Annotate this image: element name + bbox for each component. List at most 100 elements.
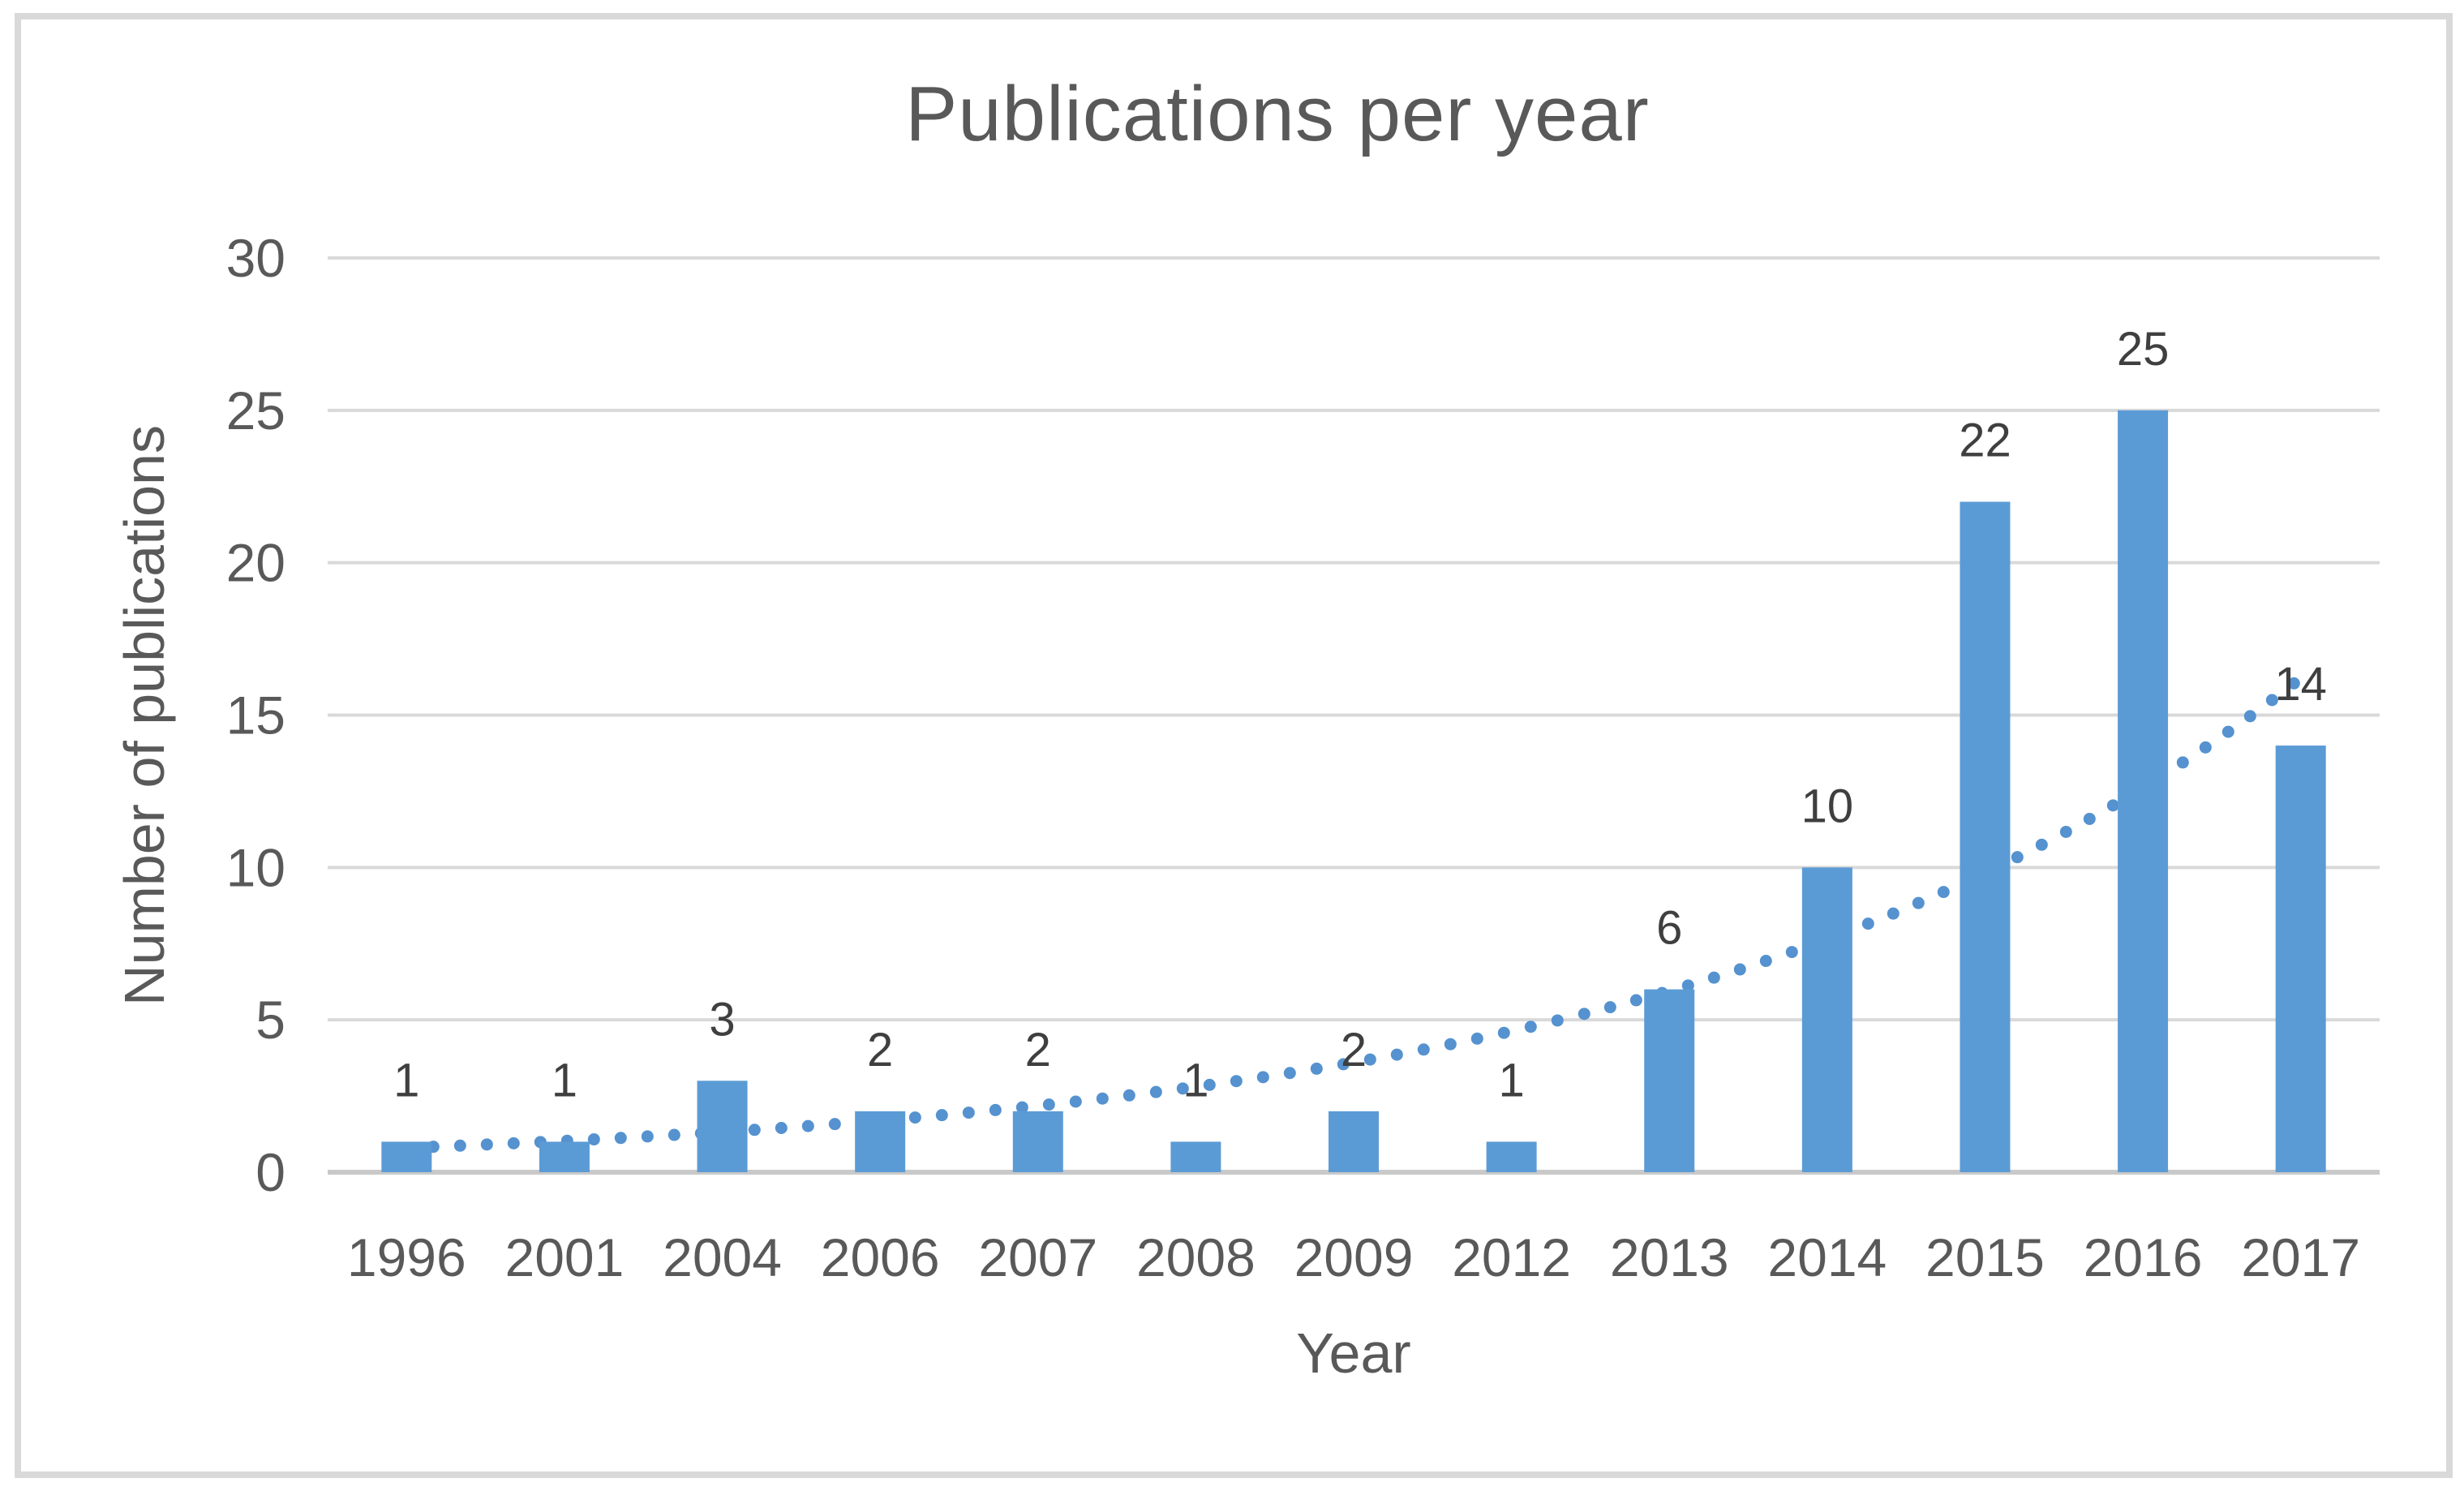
trendline-dot bbox=[2106, 799, 2119, 812]
x-tick-label: 2016 bbox=[2084, 1227, 2203, 1287]
trendline-dot bbox=[587, 1133, 600, 1146]
trendline-dot bbox=[1444, 1038, 1457, 1051]
x-tick-label: 2008 bbox=[1136, 1227, 1256, 1287]
trendline-dot bbox=[1785, 946, 1798, 959]
trendline-dot bbox=[1497, 1026, 1510, 1039]
y-tick-label: 0 bbox=[255, 1142, 285, 1202]
bar bbox=[2118, 410, 2169, 1172]
trendline-dot bbox=[2199, 741, 2212, 754]
trendline-dot bbox=[480, 1138, 493, 1151]
trendline-dot bbox=[2176, 756, 2189, 769]
x-tick-label: 2015 bbox=[1925, 1227, 2045, 1287]
bar bbox=[381, 1141, 432, 1172]
trendline-dot bbox=[1176, 1082, 1189, 1095]
trendline-dot bbox=[1149, 1085, 1162, 1098]
x-tick-label: 2013 bbox=[1610, 1227, 1729, 1287]
x-tick-label: 2014 bbox=[1767, 1227, 1887, 1287]
trendline-dot bbox=[1551, 1014, 1564, 1027]
data-label: 6 bbox=[1656, 902, 1682, 955]
trendline-dot bbox=[1937, 886, 1950, 899]
bar bbox=[1012, 1111, 1063, 1172]
trendline-dot bbox=[453, 1139, 466, 1152]
data-label: 1 bbox=[1498, 1054, 1524, 1106]
bar bbox=[1801, 867, 1852, 1172]
x-tick-label: 2012 bbox=[1452, 1227, 1571, 1287]
trendline-dot bbox=[962, 1106, 975, 1119]
x-axis-title: Year bbox=[1296, 1321, 1411, 1385]
data-label: 2 bbox=[1025, 1024, 1051, 1076]
trendline-dot bbox=[668, 1128, 680, 1141]
data-label: 2 bbox=[1341, 1024, 1367, 1076]
data-label: 1 bbox=[393, 1054, 419, 1106]
x-tick-label: 2001 bbox=[505, 1227, 625, 1287]
x-tick-label: 2004 bbox=[663, 1227, 782, 1287]
trendline-dot bbox=[1603, 1001, 1616, 1014]
trendline-dot bbox=[1310, 1062, 1323, 1075]
trendline-dot bbox=[1417, 1043, 1430, 1056]
trendline-dot bbox=[1283, 1067, 1296, 1080]
y-tick-label: 30 bbox=[226, 228, 285, 288]
data-label: 10 bbox=[1801, 780, 1854, 832]
trendline-dot bbox=[908, 1111, 921, 1124]
trendline-dot bbox=[748, 1124, 761, 1137]
trendline-dot bbox=[1470, 1032, 1483, 1045]
data-label: 22 bbox=[1959, 415, 2011, 467]
trendline-dot bbox=[1363, 1053, 1376, 1066]
bar bbox=[855, 1111, 906, 1172]
x-tick-label: 2007 bbox=[978, 1227, 1097, 1287]
trendline-dot bbox=[1912, 896, 1925, 909]
y-tick-label: 25 bbox=[226, 380, 285, 440]
trendline-dot bbox=[2265, 694, 2278, 707]
trendline-dot bbox=[1733, 963, 1746, 976]
x-tick-label: 2017 bbox=[2241, 1227, 2360, 1287]
trendline-dot bbox=[1256, 1071, 1269, 1084]
trendline-dot bbox=[935, 1109, 948, 1122]
bar bbox=[697, 1081, 748, 1172]
trendline-dot bbox=[2011, 851, 2024, 864]
x-tick-label: 2009 bbox=[1294, 1227, 1414, 1287]
y-tick-label: 5 bbox=[255, 990, 285, 1050]
bar bbox=[1960, 501, 2011, 1172]
data-label: 1 bbox=[1183, 1054, 1208, 1106]
data-label: 14 bbox=[2274, 658, 2327, 711]
trendline-dot bbox=[1887, 907, 1900, 920]
trendline-dot bbox=[614, 1132, 627, 1145]
trendline-dot bbox=[1681, 979, 1694, 992]
y-tick-label: 15 bbox=[226, 685, 285, 746]
data-label: 1 bbox=[552, 1054, 577, 1106]
trendline-dot bbox=[1069, 1095, 1082, 1108]
trendline-dot bbox=[641, 1130, 654, 1143]
trendline-dot bbox=[1337, 1058, 1350, 1071]
trendline-dot bbox=[989, 1103, 1002, 1116]
y-tick-label: 10 bbox=[226, 837, 285, 897]
trendline-dot bbox=[2083, 812, 2096, 825]
trendline-dot bbox=[1203, 1078, 1216, 1091]
trendline-dot bbox=[2221, 725, 2234, 738]
bar bbox=[2275, 746, 2326, 1172]
trendline-dot bbox=[507, 1137, 520, 1149]
chart-title: Publications per year bbox=[905, 71, 1650, 157]
trendline-dot bbox=[2287, 677, 2300, 690]
bar bbox=[1170, 1141, 1221, 1172]
trendline bbox=[400, 677, 2300, 1154]
trendline-dot bbox=[1861, 917, 1874, 930]
trendline-dot bbox=[2059, 825, 2072, 838]
data-label: 3 bbox=[709, 993, 735, 1046]
trendline-dot bbox=[1578, 1008, 1590, 1020]
bar bbox=[1486, 1141, 1537, 1172]
x-tick-label: 1996 bbox=[347, 1227, 466, 1287]
trendline-dot bbox=[828, 1118, 841, 1131]
trendline-dot bbox=[1230, 1075, 1243, 1088]
trendline-dot bbox=[1042, 1098, 1055, 1111]
data-label: 25 bbox=[2117, 323, 2170, 376]
trendline-dot bbox=[2035, 838, 2048, 851]
trendline-dot bbox=[1629, 994, 1642, 1007]
bar bbox=[1329, 1111, 1379, 1172]
trendline-dot bbox=[2243, 710, 2256, 723]
trendline-dot bbox=[1096, 1092, 1109, 1105]
trendline-dot bbox=[1759, 955, 1772, 968]
trendline-dot bbox=[1707, 971, 1720, 984]
trendline-dot bbox=[1524, 1020, 1537, 1033]
trendline-dot bbox=[801, 1119, 814, 1132]
